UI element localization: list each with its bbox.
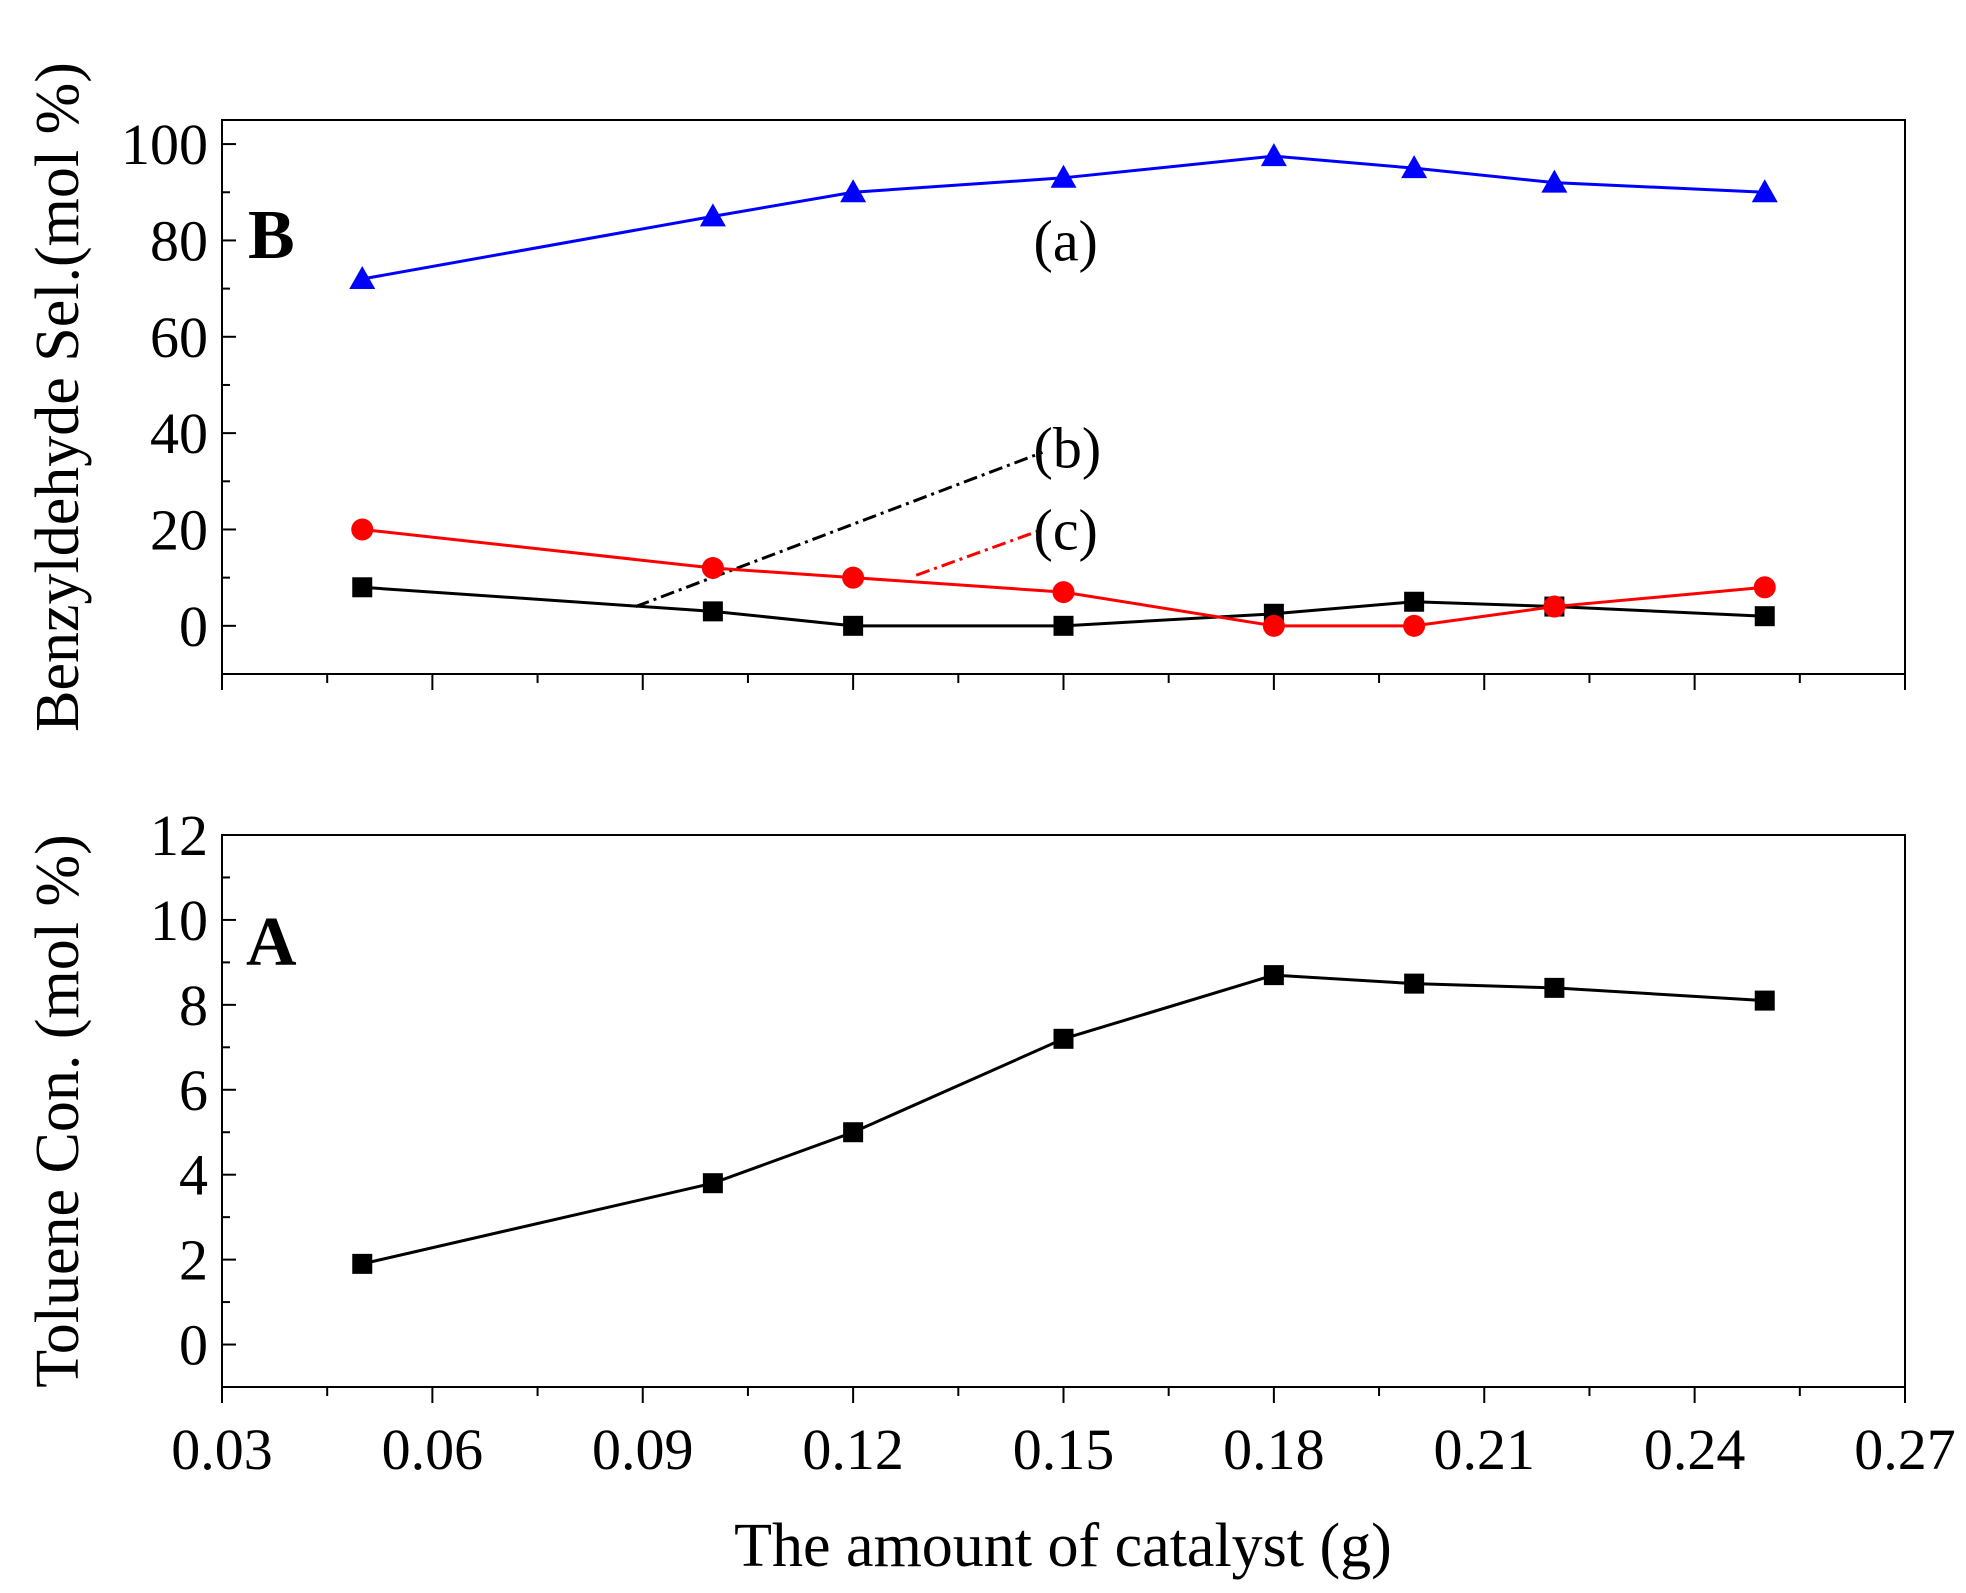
panel-b-series-a-point xyxy=(1541,169,1568,193)
panel-b-series-a-point xyxy=(1260,143,1287,167)
panel-a-xtick-label: 0.21 xyxy=(1434,1417,1536,1482)
panel-b-tag: B xyxy=(248,197,295,274)
panel-b-series-c-line xyxy=(362,527,1765,628)
panel-b-series-c-point xyxy=(701,557,724,580)
panel-b-ytick-label: 40 xyxy=(150,401,208,466)
panel-a-conversion-chart: A 0 2 4 6 8 10 12 0.03 0.06 0.09 0.12 0.15 0.18 0.21… xyxy=(24,803,1956,1580)
panel-b-series-b-point xyxy=(843,615,864,636)
panel-a-frame xyxy=(221,834,1906,1388)
panel-a-series-toluenecon-line xyxy=(361,973,1765,1266)
panel-b-x-ticks xyxy=(221,674,1906,690)
curve-label: (c) xyxy=(1034,497,1098,562)
panel-a-xtick-label: 0.24 xyxy=(1644,1417,1746,1482)
panel-b-annotations: (a) (b) (c) xyxy=(635,208,1102,608)
panel-a-xtick-label: 0.18 xyxy=(1223,1417,1325,1482)
panel-a-series-toluenecon-point xyxy=(702,1173,723,1194)
panel-a-ytick-label: 2 xyxy=(179,1228,208,1293)
panel-b-series-b-point xyxy=(1404,591,1425,612)
x-axis-title: The amount of catalyst (g) xyxy=(734,1512,1392,1580)
panel-a-ytick-label: 10 xyxy=(150,888,208,953)
annotation-pointer xyxy=(635,450,1043,608)
panel-b-series-a-point xyxy=(349,265,376,289)
panel-b-series-b-point xyxy=(1053,615,1074,636)
panel-a-ytick-label: 12 xyxy=(150,803,208,868)
panel-b-series-c-point xyxy=(1262,614,1285,637)
panel-b-series-a-point xyxy=(1751,179,1778,203)
panel-a-ytick-label: 0 xyxy=(179,1313,208,1378)
panel-a-y-ticks: 0 2 4 6 8 10 12 xyxy=(150,803,236,1378)
panel-a-ytick-label: 8 xyxy=(179,973,208,1038)
panel-b-series-a-line xyxy=(361,154,1765,281)
panel-b-selectivity-chart: B 0 20 40 60 80 100 (a) (b) (c) Benzyldehyde Se… xyxy=(24,62,1906,732)
panel-b-series-a-point xyxy=(1050,164,1077,188)
panel-b-ytick-label: 80 xyxy=(150,208,208,273)
panel-b-series xyxy=(349,143,1778,637)
panel-b-ytick-label: 60 xyxy=(150,305,208,370)
annotation-pointer xyxy=(915,528,1043,577)
panel-a-series-toluenecon-point xyxy=(1263,965,1284,986)
panel-b-series-a-point xyxy=(840,179,867,203)
panel-b-ytick-label: 100 xyxy=(121,112,208,177)
panel-a-xtick-label: 0.03 xyxy=(171,1417,273,1482)
panel-a-series-toluenecon-point xyxy=(843,1122,864,1143)
panel-a-xtick-label: 0.12 xyxy=(802,1417,904,1482)
panel-a-xtick-label: 0.09 xyxy=(592,1417,694,1482)
panel-a-ytick-label: 4 xyxy=(179,1143,208,1208)
panel-b-ytick-label: 0 xyxy=(179,594,208,659)
panel-a-series-toluenecon-point xyxy=(352,1253,373,1274)
panel-b-series-c-point xyxy=(1753,576,1776,599)
panel-b-ytick-label: 20 xyxy=(150,497,208,562)
panel-a-series-toluenecon-point xyxy=(1053,1028,1074,1049)
panel-b-series-a-point xyxy=(699,203,726,227)
curve-label: (b) xyxy=(1034,416,1102,481)
panel-b-series-c-point xyxy=(1543,595,1566,618)
panel-b-series-a-point xyxy=(1401,155,1428,179)
panel-a-y-axis-title: Toluene Con. (mol %) xyxy=(24,834,92,1388)
panel-b-series-b-point xyxy=(702,601,723,622)
panel-a-series-toluenecon-point xyxy=(1754,990,1775,1011)
panel-b-y-ticks: 0 20 40 60 80 100 xyxy=(121,112,236,659)
panel-a-xtick-label: 0.15 xyxy=(1013,1417,1115,1482)
panel-b-y-axis-title: Benzyldehyde Sel.(mol %) xyxy=(24,62,92,732)
curve-label: (a) xyxy=(1034,208,1098,273)
panel-a-series xyxy=(352,965,1775,1274)
panel-a-xtick-label: 0.06 xyxy=(382,1417,484,1482)
panel-a-series-toluenecon-point xyxy=(1544,977,1565,998)
panel-a-ytick-label: 6 xyxy=(179,1058,208,1123)
panel-b-series-b-point xyxy=(1754,606,1775,627)
panel-b-series-c-point xyxy=(1052,581,1075,604)
panel-b-series-b-line xyxy=(362,585,1765,628)
panel-b-series-b-point xyxy=(352,577,373,598)
panel-a-x-ticks: 0.03 0.06 0.09 0.12 0.15 0.18 0.21 0.24 0.27 xyxy=(171,1387,1956,1482)
panel-b-series-c-point xyxy=(351,518,374,541)
panel-b-series-c-point xyxy=(842,566,865,589)
panel-a-tag: A xyxy=(246,904,297,981)
panel-a-xtick-label: 0.27 xyxy=(1854,1417,1956,1482)
panel-a-series-toluenecon-point xyxy=(1404,973,1425,994)
panel-b-series-c-point xyxy=(1403,614,1426,637)
